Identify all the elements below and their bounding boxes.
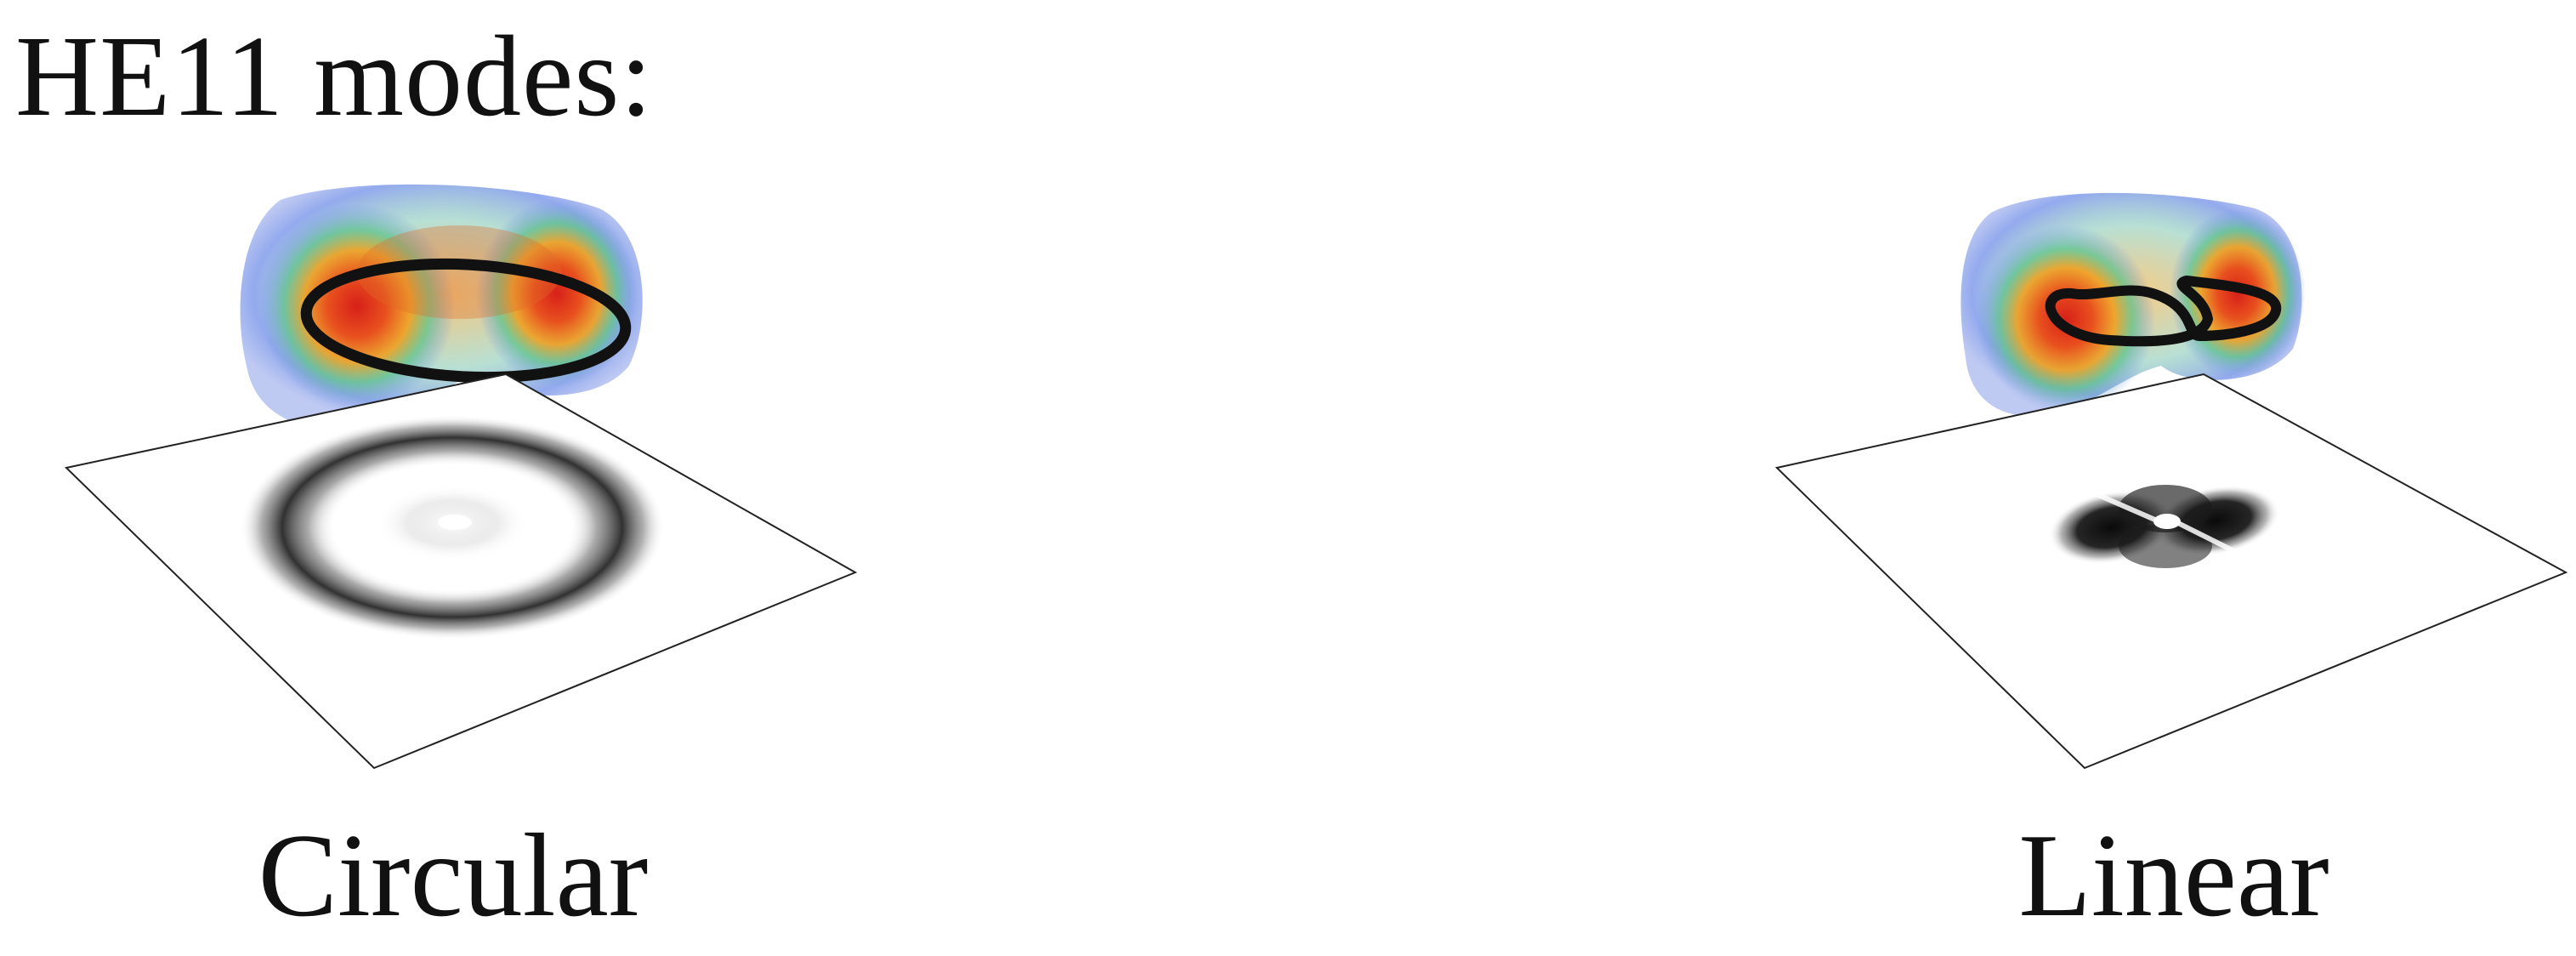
linear-mode-illustration [1774, 192, 2568, 770]
caption-circular: Circular [258, 810, 649, 942]
field-shell-3d [1960, 192, 2306, 417]
circular-mode-illustration [64, 184, 858, 770]
projection-plane [64, 373, 858, 770]
figure-title: HE11 modes: [15, 13, 654, 140]
field-shell-3d [240, 184, 643, 430]
center-highlight [2153, 514, 2181, 529]
panel-circular: Circular [0, 0, 935, 956]
panel-linear: Linear [1711, 0, 2576, 956]
caption-linear: Linear [2018, 810, 2329, 942]
intensity-two-lobe-pattern [2048, 485, 2280, 568]
polarization-trajectory-figure-eight [2045, 276, 2282, 347]
center-highlight [438, 515, 472, 530]
projection-plane [1774, 373, 2568, 770]
polarization-trajectory-ellipse [300, 258, 632, 384]
